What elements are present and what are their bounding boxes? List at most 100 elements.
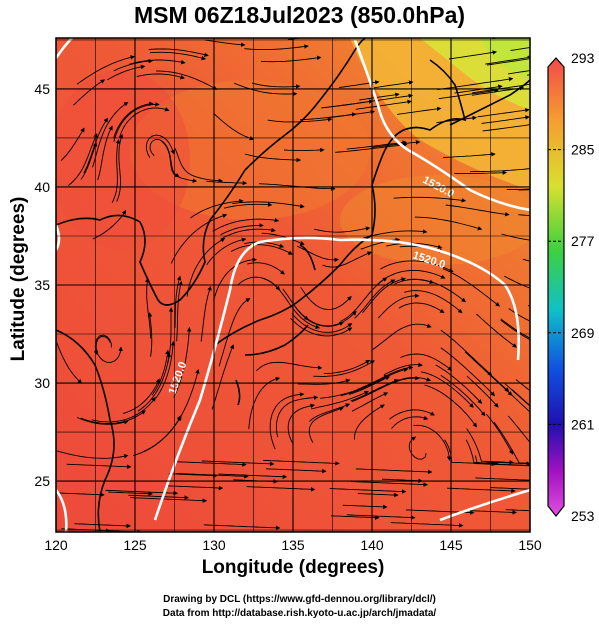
x-tick-label: 145 [439, 537, 463, 553]
streamline [168, 473, 218, 478]
streamline [420, 371, 474, 408]
streamline [323, 360, 371, 375]
streamline [218, 473, 288, 479]
streamline [176, 473, 249, 479]
streamline [489, 487, 530, 490]
streamline [244, 44, 309, 51]
x-axis-label: Longitude (degrees) [201, 557, 385, 578]
streamline [511, 389, 530, 407]
streamline [321, 99, 374, 109]
x-tick-label: 135 [281, 537, 305, 553]
streamline [211, 344, 235, 410]
streamline [482, 124, 530, 132]
streamline [220, 223, 264, 236]
streamline [310, 390, 369, 410]
colorbar: 293 285 277 269 261 253 [547, 50, 595, 524]
colorbar-label: 277 [571, 233, 595, 249]
streamline [468, 510, 517, 515]
streamline [128, 494, 189, 500]
colorbar-label: 293 [571, 50, 595, 66]
streamline [275, 395, 319, 438]
streamline [515, 379, 530, 392]
y-tick-label: 30 [34, 375, 50, 391]
streamline [246, 486, 316, 492]
streamline [356, 365, 414, 390]
streamline [92, 209, 127, 240]
streamline [66, 463, 132, 469]
streamline [206, 180, 248, 186]
streamline [155, 340, 176, 399]
streamline [454, 170, 508, 175]
streamline [485, 413, 513, 455]
streamline [400, 353, 453, 371]
streamline [314, 226, 371, 233]
streamline [297, 245, 340, 263]
streamline [107, 64, 146, 81]
streamline [118, 107, 170, 139]
streamline [113, 101, 154, 139]
streamline [475, 477, 530, 481]
streamline [137, 352, 171, 412]
streamline [80, 410, 146, 424]
streamline [147, 312, 153, 357]
streamline [287, 403, 315, 445]
streamline [342, 504, 388, 510]
credit-drawing: Drawing by DCL (https://www.gfd-dennou.o… [163, 594, 436, 605]
streamline [510, 47, 530, 51]
streamline [111, 139, 121, 203]
streamline [282, 288, 309, 321]
streamline [97, 125, 113, 181]
streamline [437, 76, 514, 91]
streamline [440, 375, 486, 417]
streamline [504, 275, 530, 289]
streamline [377, 269, 446, 285]
streamline [265, 468, 327, 474]
x-tick-label: 130 [202, 537, 226, 553]
streamline [205, 39, 246, 47]
streamline [218, 298, 251, 367]
streamline [348, 376, 390, 395]
streamline [363, 229, 428, 239]
streamline [136, 73, 185, 80]
streamline [76, 55, 135, 85]
chart-title: MSM 06Z18Jul2023 (850.0hPa) [133, 2, 466, 28]
streamline [329, 488, 407, 494]
streamline [290, 317, 353, 337]
streamline [470, 168, 530, 173]
streamline [414, 216, 483, 231]
streamline [326, 109, 376, 119]
streamline [303, 310, 357, 327]
streamline [355, 99, 412, 110]
streamline [263, 459, 340, 466]
streamline [444, 439, 497, 467]
y-axis-label: Latitude (degrees) [8, 196, 29, 362]
streamline [174, 148, 224, 183]
streamline [485, 56, 530, 65]
streamline [213, 113, 255, 141]
streamline [518, 214, 530, 216]
streamline [206, 237, 247, 266]
streamline [394, 279, 435, 285]
streamline [122, 378, 160, 415]
y-axis-ticks: 25 30 35 40 45 [34, 81, 50, 489]
streamline [481, 115, 530, 124]
y-tick-label: 25 [34, 473, 50, 489]
streamline [466, 428, 515, 465]
streamline [74, 523, 132, 529]
streamline [362, 277, 406, 313]
streamline [129, 59, 186, 65]
streamline [113, 102, 160, 142]
streamline [91, 396, 156, 423]
streamline [465, 439, 499, 466]
streamline [269, 392, 305, 450]
streamline [151, 349, 170, 396]
streamline [438, 88, 499, 100]
streamline [261, 232, 305, 245]
colorbar-label: 261 [571, 416, 595, 432]
streamline [148, 48, 209, 57]
streamline [377, 293, 420, 319]
streamline [247, 262, 285, 275]
streamline [56, 492, 105, 497]
colorbar-label: 253 [571, 508, 595, 524]
streamline [340, 277, 388, 322]
